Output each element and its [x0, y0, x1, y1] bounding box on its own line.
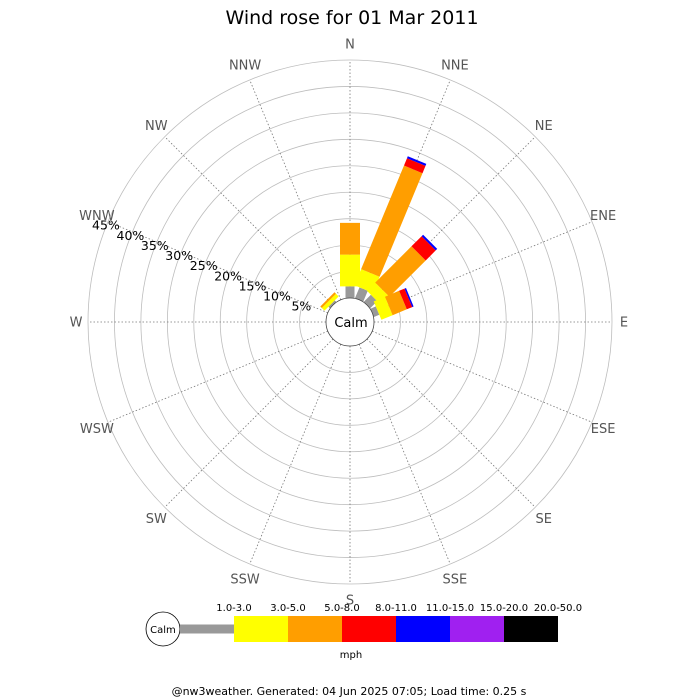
direction-label-ene: ENE: [590, 209, 616, 224]
radial-tick-label: 10%: [263, 289, 291, 304]
legend-bin-label: 20.0-50.0: [534, 603, 582, 614]
direction-label-sw: SW: [146, 512, 167, 527]
legend-swatch-11.0-15.0: [396, 616, 450, 642]
bar-ene-bin-2: [373, 296, 393, 320]
calm-circle: Calm: [325, 297, 375, 347]
radial-tick-label: 45%: [92, 218, 120, 233]
spoke-nnw: [249, 79, 342, 300]
direction-label-nne: NNE: [441, 59, 469, 74]
legend-bin-label: 1.0-3.0: [216, 603, 251, 614]
bar-nw-bin-3: [320, 292, 336, 308]
legend-swatch-8.0-11.0: [342, 616, 396, 642]
direction-label-wsw: WSW: [80, 422, 114, 437]
legend-swatch-1.0-3.0: [180, 624, 234, 634]
calm-center-label: Calm: [334, 316, 367, 331]
spoke-wnw: [107, 221, 328, 314]
bar-ene-bin-5: [404, 288, 414, 308]
spoke-ssw: [249, 344, 342, 565]
grid-circle: [140, 112, 560, 532]
grid-circle: [87, 59, 613, 585]
legend-bin-label: 3.0-5.0: [270, 603, 305, 614]
bar-ene-bin-1: [370, 306, 380, 317]
bar-ne-bin-3: [375, 246, 426, 297]
grid-circle: [246, 218, 454, 426]
spoke-se: [366, 338, 536, 508]
spoke-nw: [164, 136, 334, 306]
radial-tick-label: 40%: [117, 228, 145, 243]
legend-swatch-20.0-50.0: [504, 616, 558, 642]
radial-tick-labels: 5%10%15%20%25%30%35%40%45%: [92, 218, 311, 314]
bar-ene-bin-4: [399, 288, 413, 310]
grid-circle: [193, 165, 507, 479]
bar-ne-bin-4: [411, 236, 436, 261]
direction-labels: N NNE NE ENE E ESE SE SSE S SSW SW WSW W WNW NW NNW: [70, 38, 629, 609]
legend-bin-label: 15.0-20.0: [480, 603, 528, 614]
wind-bars: [320, 156, 438, 320]
radial-tick-label: 25%: [190, 258, 218, 273]
legend-unit-label: mph: [340, 650, 362, 661]
direction-label-n: N: [345, 38, 355, 53]
bar-nne-bin-5: [407, 156, 427, 166]
spoke-sw: [164, 338, 334, 508]
legend-swatch-15.0-20.0: [450, 616, 504, 642]
direction-label-se: SE: [535, 512, 551, 527]
direction-label-wnw: WNW: [79, 209, 115, 224]
bar-n-bin-2: [340, 254, 360, 287]
legend-calm-label: Calm: [150, 625, 176, 636]
bar-nw-bin-2: [321, 293, 339, 311]
footer-text: @nw3weather. Generated: 04 Jun 2025 07:0…: [172, 685, 527, 698]
bar-ene-bin-3: [385, 290, 407, 316]
direction-label-w: W: [70, 316, 83, 331]
direction-label-s: S: [346, 594, 354, 609]
legend-bin-label: 5.0-8.0: [324, 603, 359, 614]
bar-n-bin-1: [345, 286, 355, 298]
direction-label-ese: ESE: [591, 422, 616, 437]
radial-tick-label: 5%: [291, 299, 311, 314]
radial-tick-label: 30%: [165, 248, 193, 263]
legend-bin-label: 8.0-11.0: [375, 603, 417, 614]
radial-tick-label: 20%: [214, 268, 242, 283]
direction-label-nw: NW: [145, 119, 168, 134]
direction-label-ssw: SSW: [230, 572, 260, 587]
bar-nne-bin-1: [355, 287, 368, 302]
bar-n-bin-3: [340, 222, 360, 255]
radial-tick-label: 15%: [239, 279, 267, 294]
spoke-wsw: [107, 330, 328, 423]
direction-label-e: E: [620, 316, 628, 331]
radial-tick-label: 35%: [141, 238, 169, 253]
direction-label-sse: SSE: [443, 572, 468, 587]
direction-label-ne: NE: [535, 119, 553, 134]
bar-ne-bin-5: [421, 234, 438, 251]
legend-swatch-3.0-5.0: [234, 616, 288, 642]
grid-circle: [114, 86, 586, 558]
bar-nne-bin-4: [404, 158, 426, 174]
spoke-sse: [358, 344, 451, 565]
spoke-ese: [372, 330, 593, 423]
bar-nne-bin-3: [361, 165, 423, 277]
bar-nw-bin-1: [328, 300, 337, 309]
direction-label-nnw: NNW: [229, 59, 261, 74]
chart-title: Wind rose for 01 Mar 2011: [225, 7, 478, 29]
legend-swatch-5.0-8.0: [288, 616, 342, 642]
calm-center-circle: [325, 297, 375, 347]
legend-bin-label: 11.0-15.0: [426, 603, 474, 614]
speed-legend: Calm 1.0-3.0 3.0-5.0 5.0-8.0 8.0-11.0 11.0-15…: [145, 603, 582, 661]
